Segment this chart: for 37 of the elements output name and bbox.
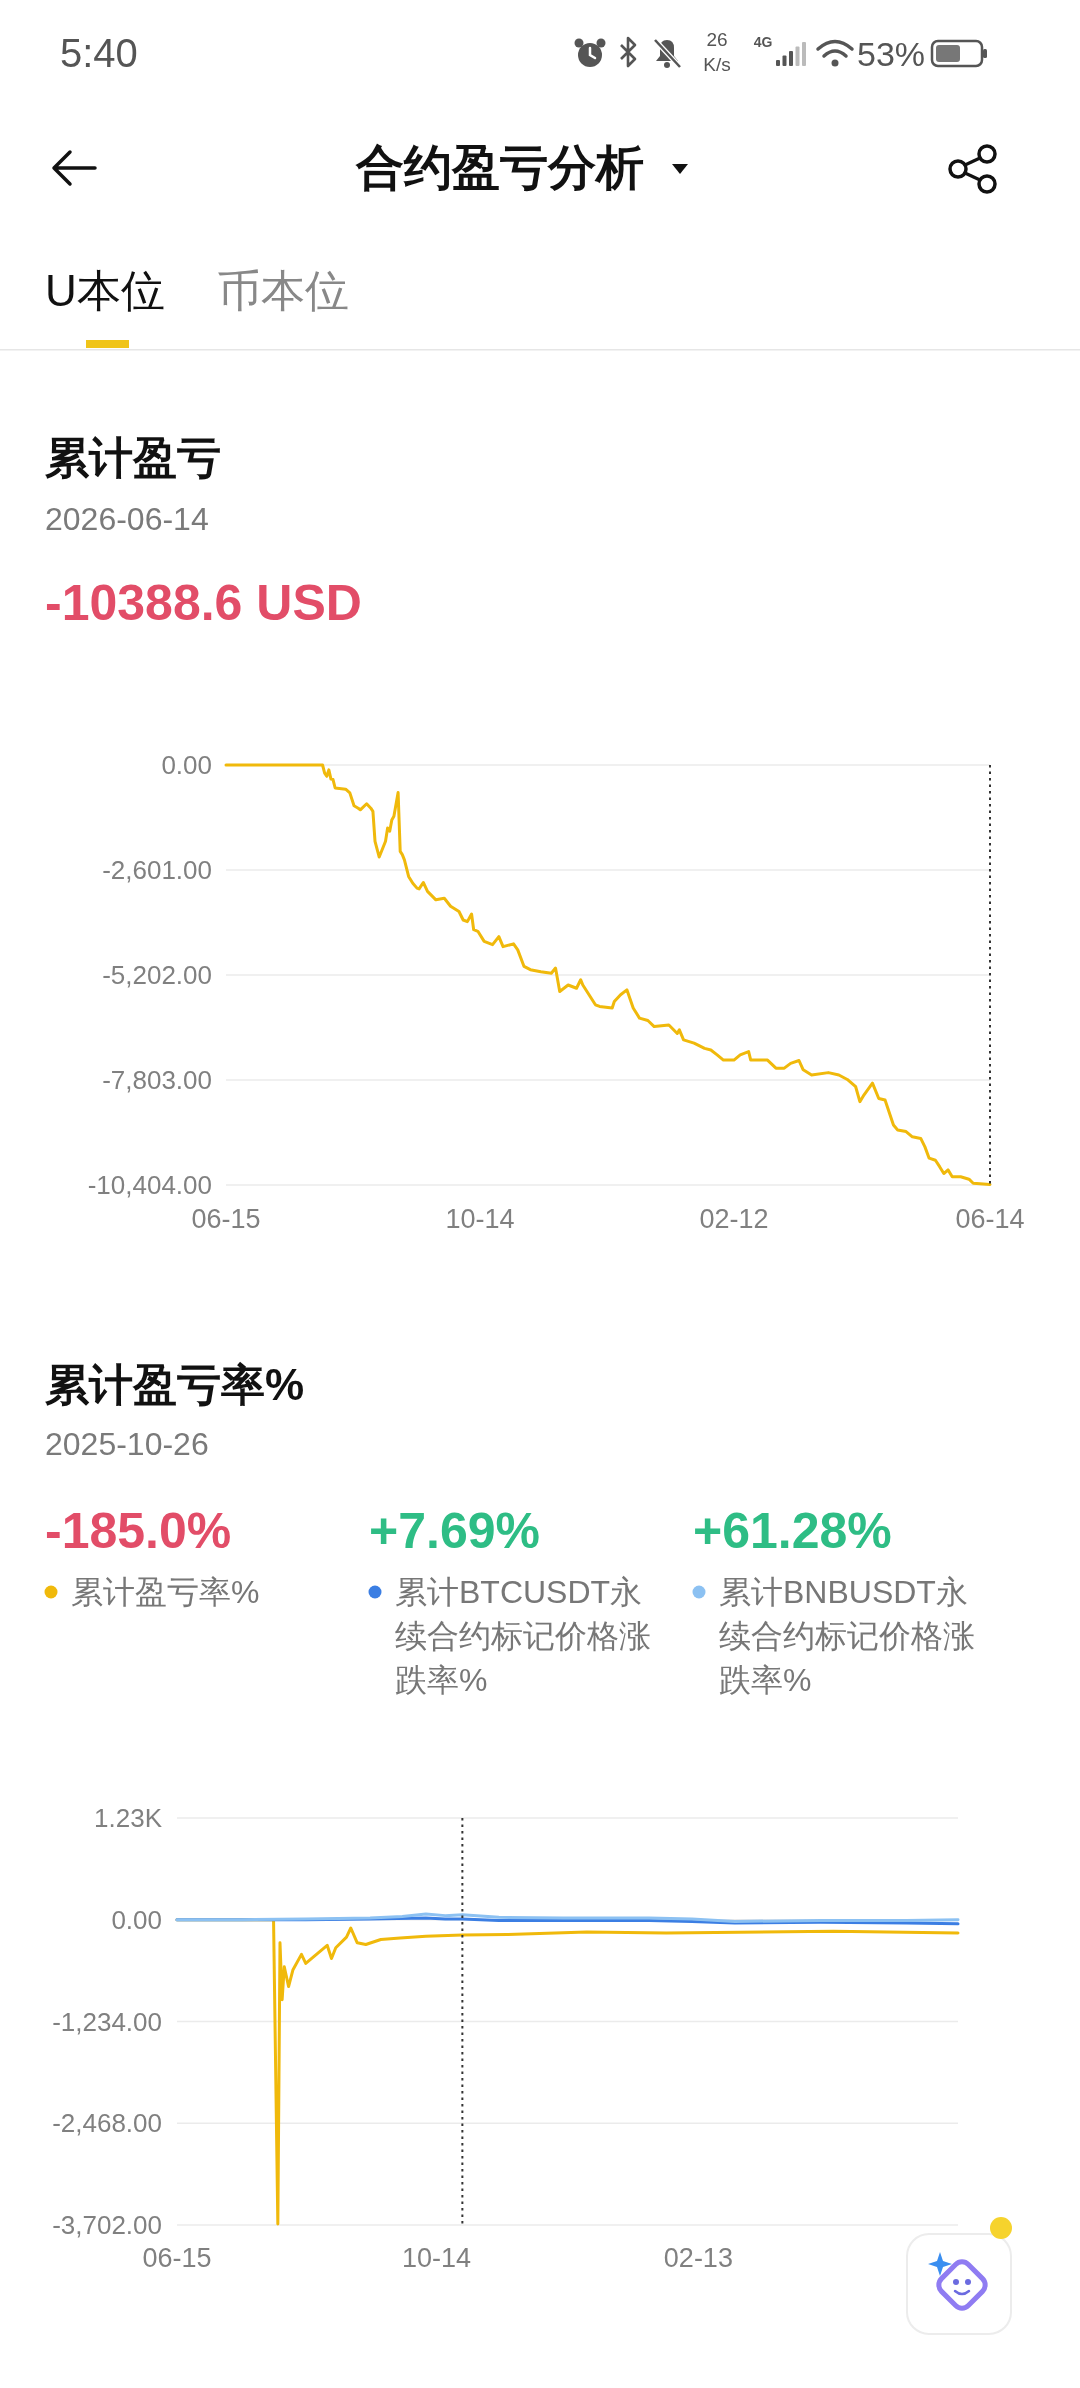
text: 53% [857,35,926,73]
x-tick-label: 10-14 [402,2243,472,2273]
x-tick-label: 06-15 [142,2243,212,2273]
legend-label: 累计盈亏率% [71,1574,260,1610]
text: 合约盈亏分析 [355,141,644,194]
y-tick-label: -5,202.00 [102,960,212,990]
text: 币本位 [217,266,349,315]
x-tick-label: 10-14 [445,1204,515,1234]
y-tick-label: 1.23K [94,1803,163,1833]
chart-subtitle: 2026-06-14 [45,501,209,537]
text: -185.0% [45,1503,232,1559]
text: +7.69% [369,1503,540,1559]
chart-subtitle: 2025-10-26 [45,1426,209,1462]
x-tick-label: 06-15 [191,1204,261,1234]
y-tick-label: -1,234.00 [52,2006,162,2037]
x-tick-label: 02-13 [663,2243,733,2273]
line-series [175,1912,960,1923]
text: +61.28% [693,1503,892,1559]
y-tick-label: -2,601.00 [102,855,212,885]
y-tick-label: 0.00 [161,750,212,780]
legend-label: 累计BTCUSDT永续合约标记价格涨跌率% [395,1574,651,1698]
y-tick-label: -3,702.00 [52,2210,162,2240]
y-tick-label: -2,468.00 [52,2108,162,2139]
text: U本位 [45,266,165,315]
chart-title: 累计盈亏 [45,433,221,482]
x-tick-label: 06-14 [955,1204,1025,1234]
x-tick-label: 02-12 [699,1204,769,1234]
text: -10388.6 USD [45,575,362,631]
legend-label: 累计BNBUSDT永续合约标记价格涨跌率% [719,1574,975,1698]
y-tick-label: -10,404.00 [87,1170,212,1200]
y-tick-label: 0.00 [111,1904,162,1935]
chart-title: 累计盈亏率% [45,1360,305,1409]
text: 4G [753,34,773,50]
text: 5:40 [60,31,138,75]
line-series [224,763,992,1186]
y-tick-label: -7,803.00 [102,1065,212,1095]
text: 26 K/s [703,29,731,75]
